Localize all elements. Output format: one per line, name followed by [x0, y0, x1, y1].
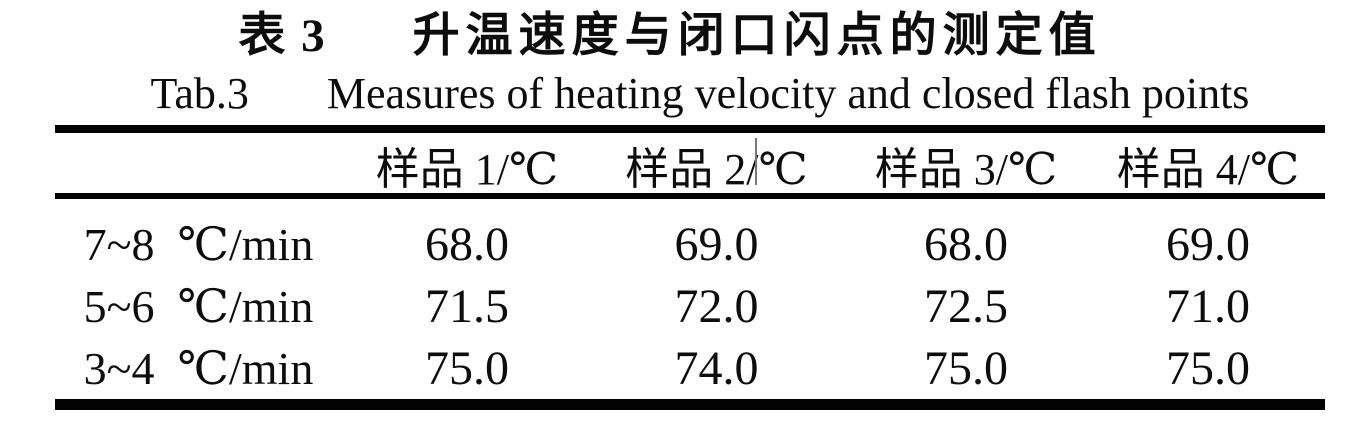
text-cursor-artifact: [755, 138, 757, 185]
value-cell: 68.0: [924, 217, 1008, 271]
value-cell: 74.0: [674, 341, 759, 395]
table-number-zh: 表 3: [238, 10, 327, 62]
table-row: 5~6 ℃/min 71.5 72.0 72.5 71.0: [55, 275, 1325, 337]
table-row: 3~4 ℃/min 75.0 74.0 75.0 75.0: [55, 337, 1325, 399]
value-cell: 75.0: [1166, 341, 1250, 395]
value-cell: 75.0: [425, 341, 509, 395]
header-row: 样品 1/℃ 样品 2/℃ 样品 3/℃ 样品 4/℃: [55, 133, 1325, 199]
column-header-sample-2: 样品 2/℃: [625, 145, 808, 194]
value-cell: 72.0: [674, 279, 759, 333]
column-header-sample-1: 样品 1/℃: [375, 145, 559, 194]
row-label: 5~6 ℃/min: [83, 281, 314, 332]
value-cell: 71.5: [425, 279, 509, 333]
value-cell: 72.5: [924, 279, 1008, 333]
table-title-en: Tab.3 Measures of heating velocity and c…: [0, 69, 1365, 119]
value-cell: 69.0: [1166, 217, 1250, 271]
column-header-sample-3: 样品 3/℃: [874, 145, 1058, 194]
row-label: 3~4 ℃/min: [83, 343, 314, 394]
value-cell: 75.0: [924, 341, 1008, 395]
table-body: 7~8 ℃/min 68.0 69.0 68.0 69.0 5~6 ℃/min …: [55, 199, 1325, 399]
column-header-sample-4: 样品 4/℃: [1116, 145, 1300, 194]
table-caption-en: Measures of heating velocity and closed …: [326, 69, 1250, 118]
table-caption-zh: 升温速度与闭口闪点的测定值: [412, 10, 1102, 62]
value-cell: 68.0: [425, 217, 509, 271]
table-title-zh: 表 3 升温速度与闭口闪点的测定值: [0, 8, 1340, 64]
data-table: 样品 1/℃ 样品 2/℃ 样品 3/℃ 样品 4/℃ 7~8 ℃/min 68…: [55, 125, 1325, 410]
corner-cell: [55, 133, 342, 197]
row-label: 7~8 ℃/min: [83, 219, 314, 270]
value-cell: 69.0: [674, 217, 759, 271]
table-number-en: Tab.3: [150, 69, 249, 118]
table-row: 7~8 ℃/min 68.0 69.0 68.0 69.0: [55, 213, 1325, 275]
value-cell: 71.0: [1166, 279, 1250, 333]
